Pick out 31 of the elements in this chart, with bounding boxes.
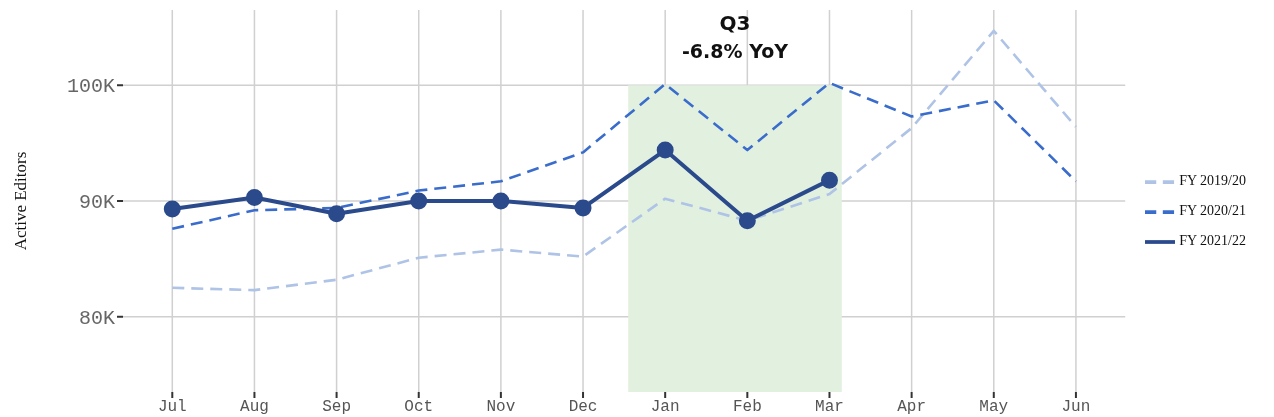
legend-label: FY 2019/20 bbox=[1179, 173, 1246, 189]
point bbox=[410, 192, 428, 210]
point bbox=[820, 171, 838, 189]
legend-label: FY 2021/22 bbox=[1179, 233, 1246, 249]
point bbox=[492, 192, 510, 210]
x-tick-label: May bbox=[979, 398, 1009, 417]
y-tick-label: 90K bbox=[78, 191, 115, 215]
y-tick-label: 80K bbox=[78, 306, 115, 330]
point bbox=[574, 199, 592, 217]
x-tick-label: Jul bbox=[157, 398, 187, 417]
y-axis-title: Active Editors bbox=[11, 151, 31, 251]
point bbox=[163, 200, 181, 218]
x-tick-label: Dec bbox=[568, 398, 598, 417]
x-tick-label: Nov bbox=[486, 398, 516, 417]
band-label: Q3 bbox=[719, 11, 751, 36]
x-tick-label: Jan bbox=[650, 398, 680, 417]
x-tick-label: Oct bbox=[404, 398, 434, 417]
point bbox=[656, 141, 674, 159]
x-tick-label: Jun bbox=[1061, 398, 1091, 417]
x-tick-label: Aug bbox=[240, 398, 269, 417]
y-tick-label: 100K bbox=[66, 75, 115, 99]
x-tick-label: Sep bbox=[322, 398, 351, 417]
x-tick-label: Apr bbox=[897, 398, 927, 417]
x-tick-label: Feb bbox=[732, 398, 762, 417]
annotation: -6.8% YoY bbox=[681, 40, 789, 63]
point bbox=[328, 205, 346, 223]
point bbox=[738, 212, 756, 230]
x-tick-label: Mar bbox=[815, 398, 844, 417]
legend-label: FY 2020/21 bbox=[1179, 203, 1246, 219]
line-series bbox=[170, 81, 1078, 231]
point bbox=[245, 189, 263, 207]
